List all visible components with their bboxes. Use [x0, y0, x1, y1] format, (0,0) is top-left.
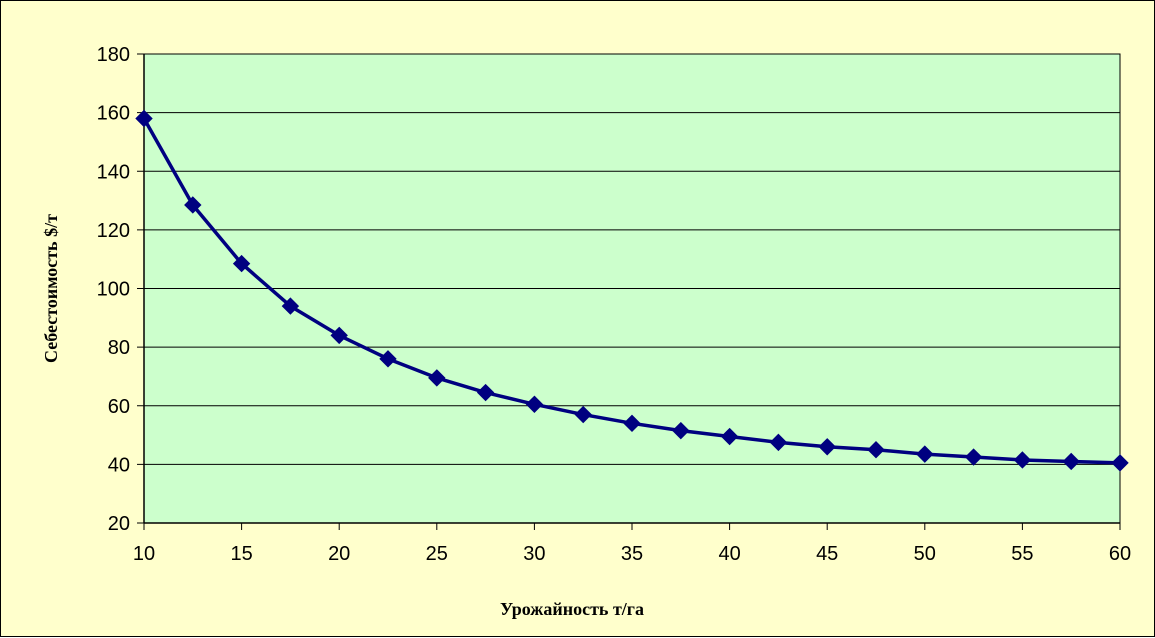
data-point-marker: [184, 196, 202, 214]
data-point-marker: [1111, 454, 1129, 472]
series-layer: [135, 109, 1129, 472]
x-tick-label: 60: [1109, 543, 1131, 565]
x-tick-label: 40: [718, 543, 740, 565]
data-point-marker: [818, 438, 836, 456]
x-tick-label: 10: [133, 543, 155, 565]
data-point-marker: [574, 405, 592, 424]
y-tick-label: 80: [108, 337, 130, 359]
data-point-marker: [330, 326, 348, 345]
data-point-marker: [720, 427, 739, 446]
y-tick-label: 120: [97, 220, 130, 242]
y-tick-label: 160: [97, 103, 130, 125]
data-point-marker: [916, 445, 934, 463]
data-point-marker: [623, 414, 641, 433]
y-tick-label: 40: [108, 454, 130, 476]
y-tick-label: 140: [97, 161, 130, 183]
data-point-marker: [867, 441, 885, 459]
x-tick-label: 45: [816, 543, 838, 565]
data-point-marker: [281, 297, 300, 315]
x-tick-label: 20: [328, 543, 350, 565]
data-point-marker: [476, 383, 495, 402]
data-point-marker: [232, 254, 251, 273]
data-point-marker: [135, 109, 153, 128]
data-point-marker: [1013, 451, 1032, 469]
x-tick-label: 15: [230, 543, 252, 565]
data-point-marker: [672, 421, 690, 440]
data-point-marker: [769, 433, 788, 452]
data-point-marker: [525, 395, 544, 413]
y-axis-title: Себестоимость $/т: [41, 214, 61, 363]
x-tick-label: 50: [914, 543, 936, 565]
data-point-marker: [379, 350, 397, 368]
x-tick-label: 30: [523, 543, 545, 565]
gridlines: [144, 53, 1120, 465]
x-tick-label: 35: [621, 543, 643, 565]
x-axis-title: Урожайность т/га: [500, 599, 644, 619]
y-tick-label: 180: [97, 44, 130, 66]
y-tick-label: 100: [97, 279, 130, 301]
y-tick-label: 20: [108, 513, 130, 535]
x-tick-label: 55: [1011, 543, 1033, 565]
x-tick-label: 25: [426, 543, 448, 565]
y-tick-label: 60: [108, 396, 130, 418]
data-point-marker: [964, 448, 983, 466]
data-point-marker: [428, 369, 446, 387]
axes: 20 40 60 80 100 120 140 160 180 10 15 20 25 30 35 40 45 5…: [97, 44, 1132, 565]
data-point-marker: [1062, 452, 1080, 471]
